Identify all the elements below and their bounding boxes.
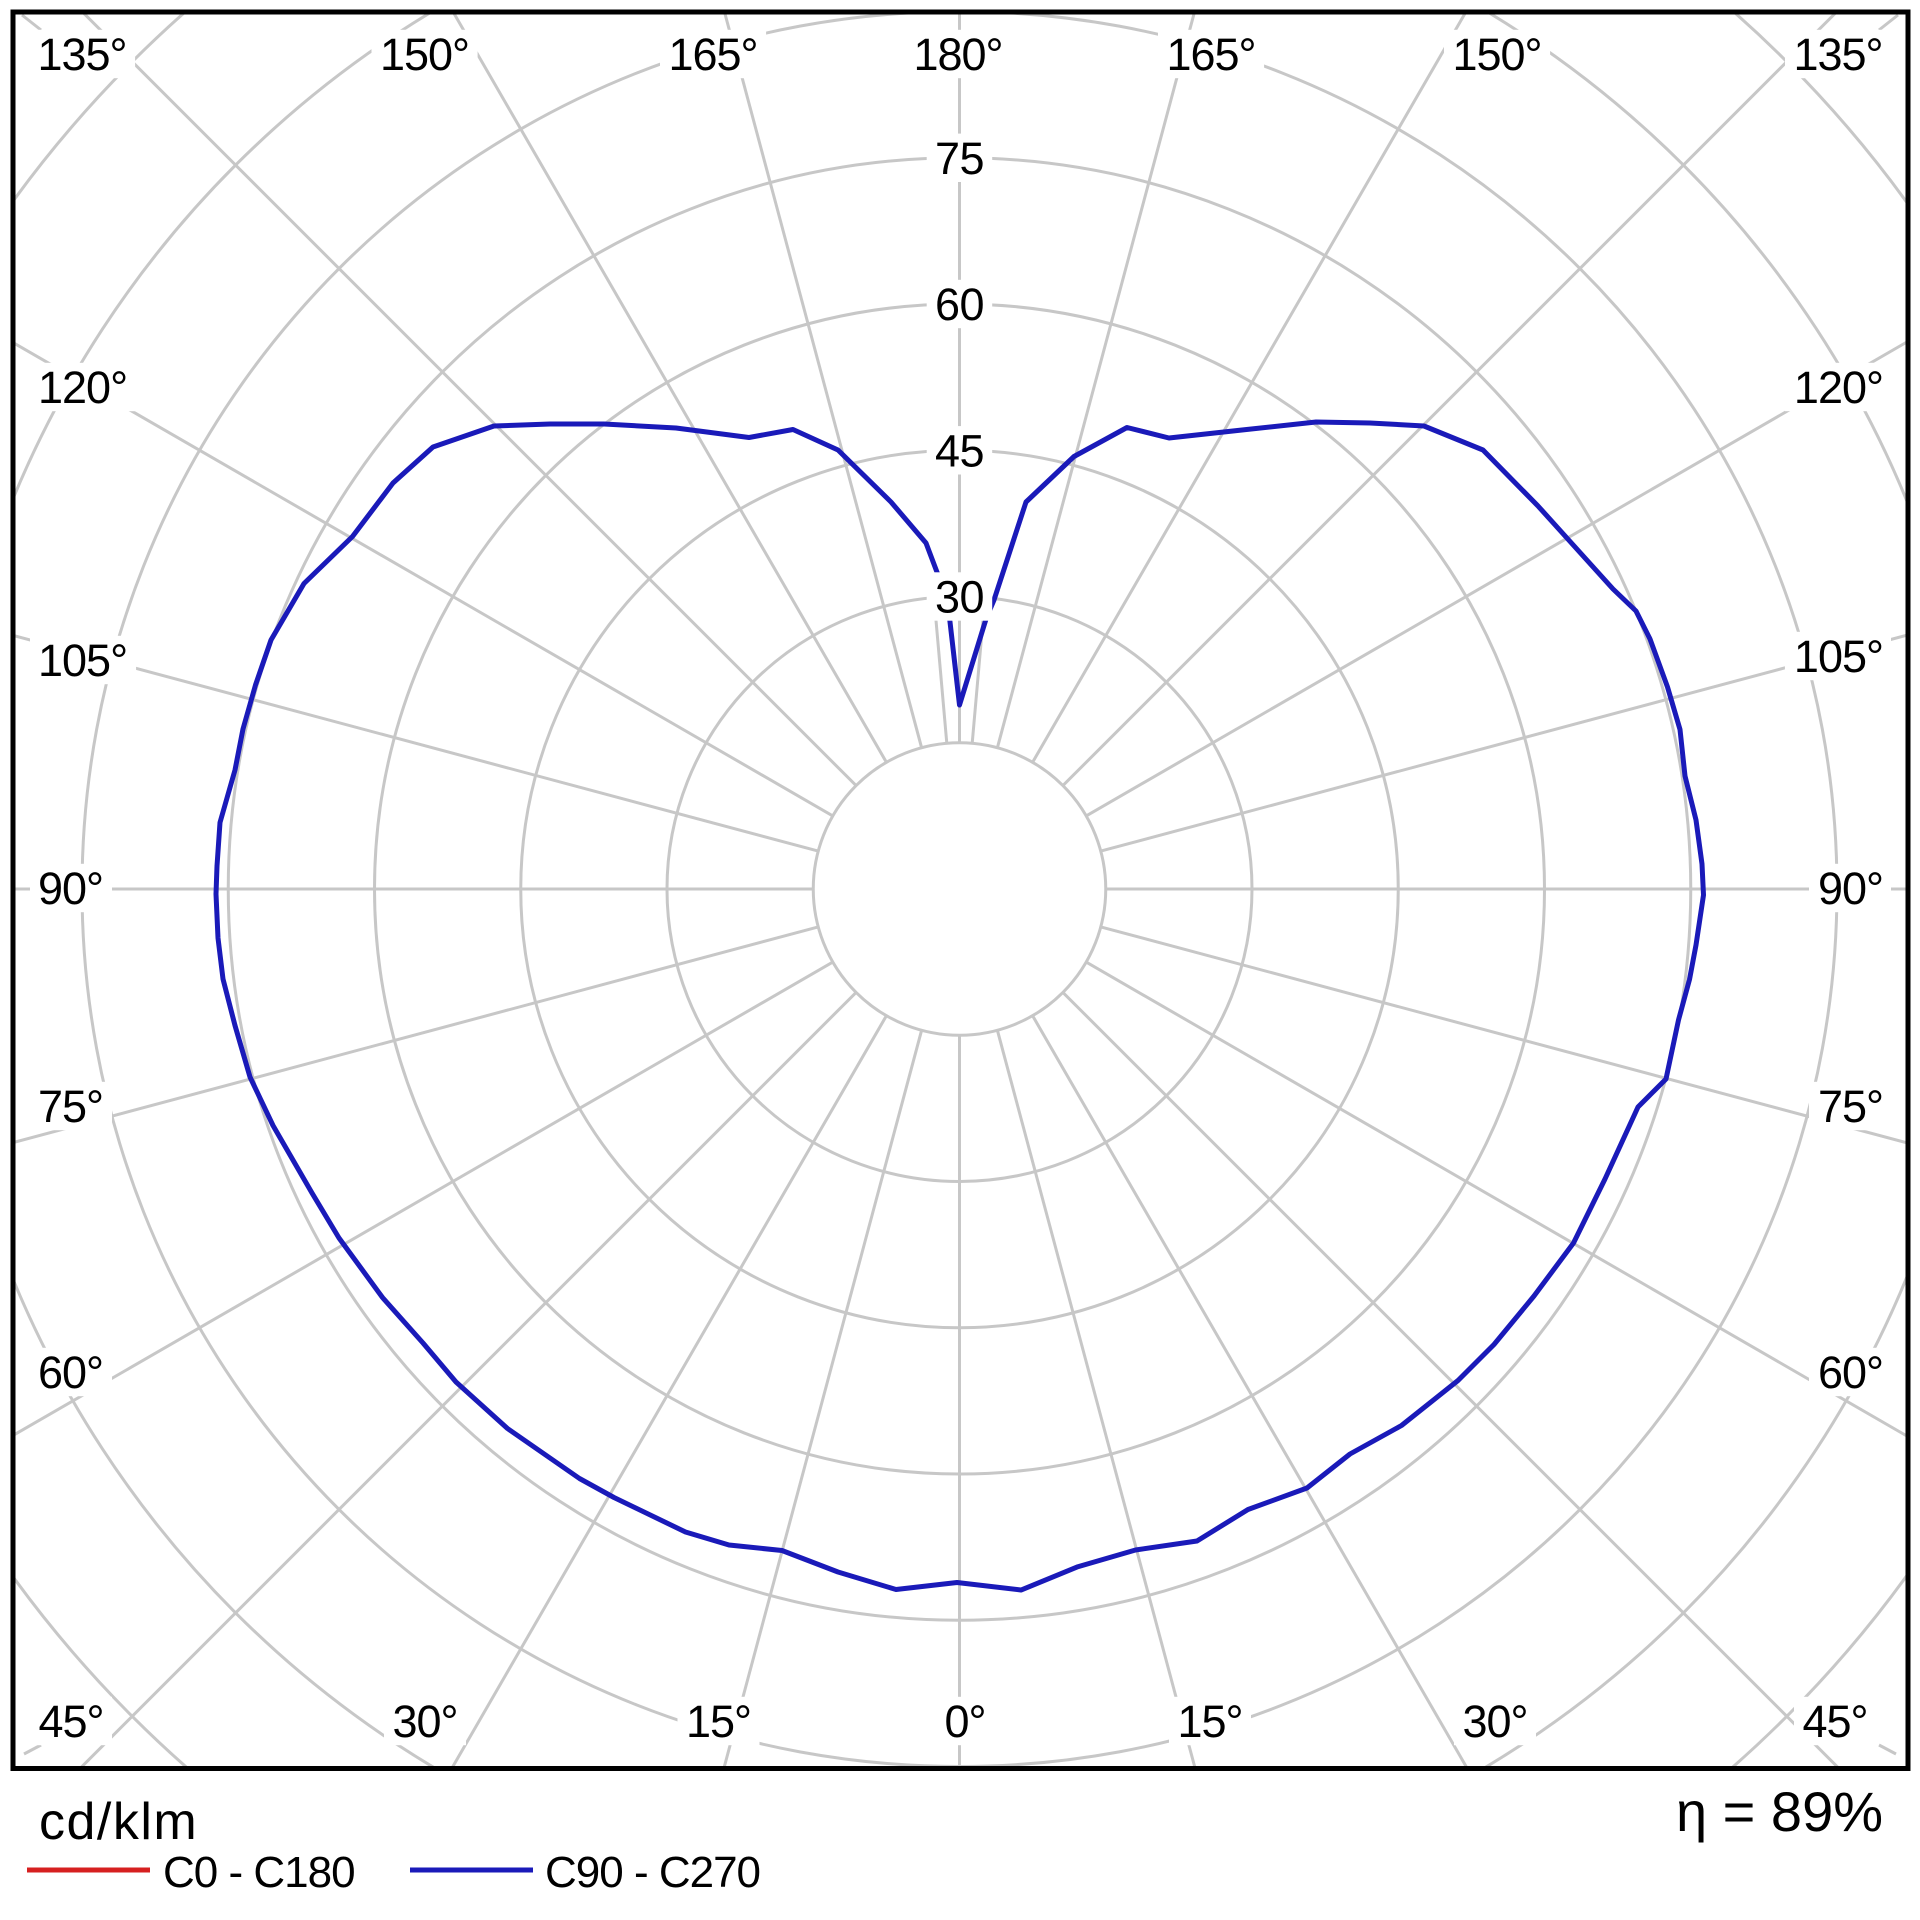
svg-text:η = 89%: η = 89% [1676,1780,1883,1843]
svg-text:15°: 15° [1177,1696,1242,1747]
svg-text:C0 - C180: C0 - C180 [163,1848,355,1897]
svg-text:105°: 105° [38,635,127,686]
svg-text:60°: 60° [38,1347,103,1398]
svg-text:30°: 30° [392,1696,457,1747]
svg-text:120°: 120° [1794,362,1883,413]
svg-text:C90 - C270: C90 - C270 [545,1848,760,1897]
svg-text:15°: 15° [686,1696,751,1747]
svg-text:60: 60 [935,279,984,330]
svg-text:120°: 120° [38,362,127,413]
svg-text:0°: 0° [944,1696,985,1747]
svg-text:75°: 75° [1818,1081,1883,1132]
svg-text:cd/klm: cd/klm [39,1793,198,1851]
svg-text:90°: 90° [38,863,103,914]
svg-text:60°: 60° [1818,1347,1883,1398]
svg-text:90°: 90° [1818,863,1883,914]
svg-text:165°: 165° [668,29,757,80]
svg-text:75°: 75° [38,1081,103,1132]
svg-text:165°: 165° [1166,29,1255,80]
svg-text:30: 30 [935,572,984,623]
svg-text:75: 75 [935,133,984,184]
svg-text:135°: 135° [37,29,126,80]
svg-text:105°: 105° [1794,631,1883,682]
svg-text:45°: 45° [1802,1696,1867,1747]
svg-text:45°: 45° [38,1696,103,1747]
svg-text:30°: 30° [1462,1696,1527,1747]
svg-text:135°: 135° [1793,29,1882,80]
svg-text:150°: 150° [380,29,469,80]
svg-text:45: 45 [935,425,984,476]
svg-text:150°: 150° [1452,29,1541,80]
svg-text:180°: 180° [913,29,1002,80]
